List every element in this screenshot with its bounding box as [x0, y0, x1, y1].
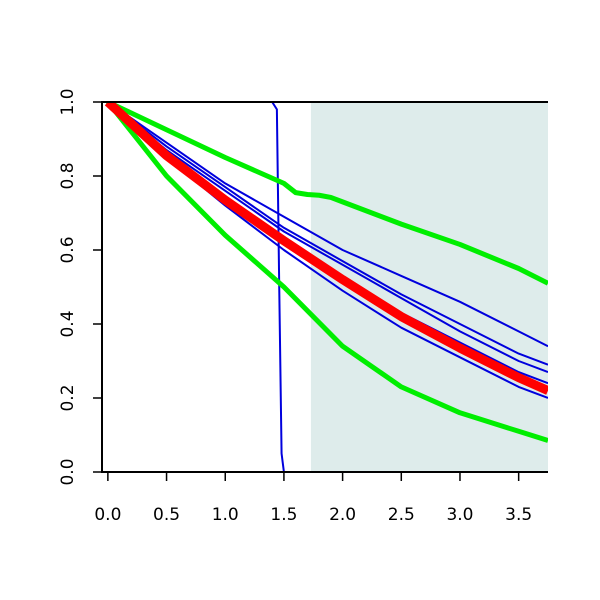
- x-tick-label: 1.5: [270, 505, 297, 525]
- plot-area: [104, 102, 548, 472]
- y-tick-label: 0.4: [58, 310, 78, 337]
- y-tick-label: 0.8: [58, 162, 78, 189]
- series-line-blue-curve-2: [107, 102, 548, 366]
- axes: 0.0 0.5 1.0 1.5 2.0 2.5 3.0 3.5 0.0 0.2 0.4 0.6 0.8 1…: [58, 88, 548, 525]
- series-line-green-lower-7: [105, 102, 548, 443]
- y-tick-label: 1.0: [58, 88, 78, 115]
- series-line-blue-curve-3: [107, 102, 548, 374]
- y-tick-label: 0.0: [58, 458, 78, 485]
- series-line-blue-curve-1: [107, 102, 548, 348]
- x-tick-label: 1.0: [212, 505, 239, 525]
- x-tick-label: 2.5: [388, 505, 415, 525]
- series-line-red-mean-8: [104, 102, 548, 395]
- series-group: [104, 102, 548, 472]
- y-tick-label: 0.6: [58, 236, 78, 263]
- x-tick-label: 0.5: [153, 505, 180, 525]
- series-line-green-upper-6: [106, 102, 548, 286]
- x-tick-label: 3.0: [446, 505, 473, 525]
- x-tick-label: 0.0: [94, 505, 121, 525]
- y-tick-label: 0.2: [58, 384, 78, 411]
- x-tick-label: 3.5: [505, 505, 532, 525]
- series-line-blue-step-0: [107, 102, 548, 472]
- x-tick-label: 2.0: [329, 505, 356, 525]
